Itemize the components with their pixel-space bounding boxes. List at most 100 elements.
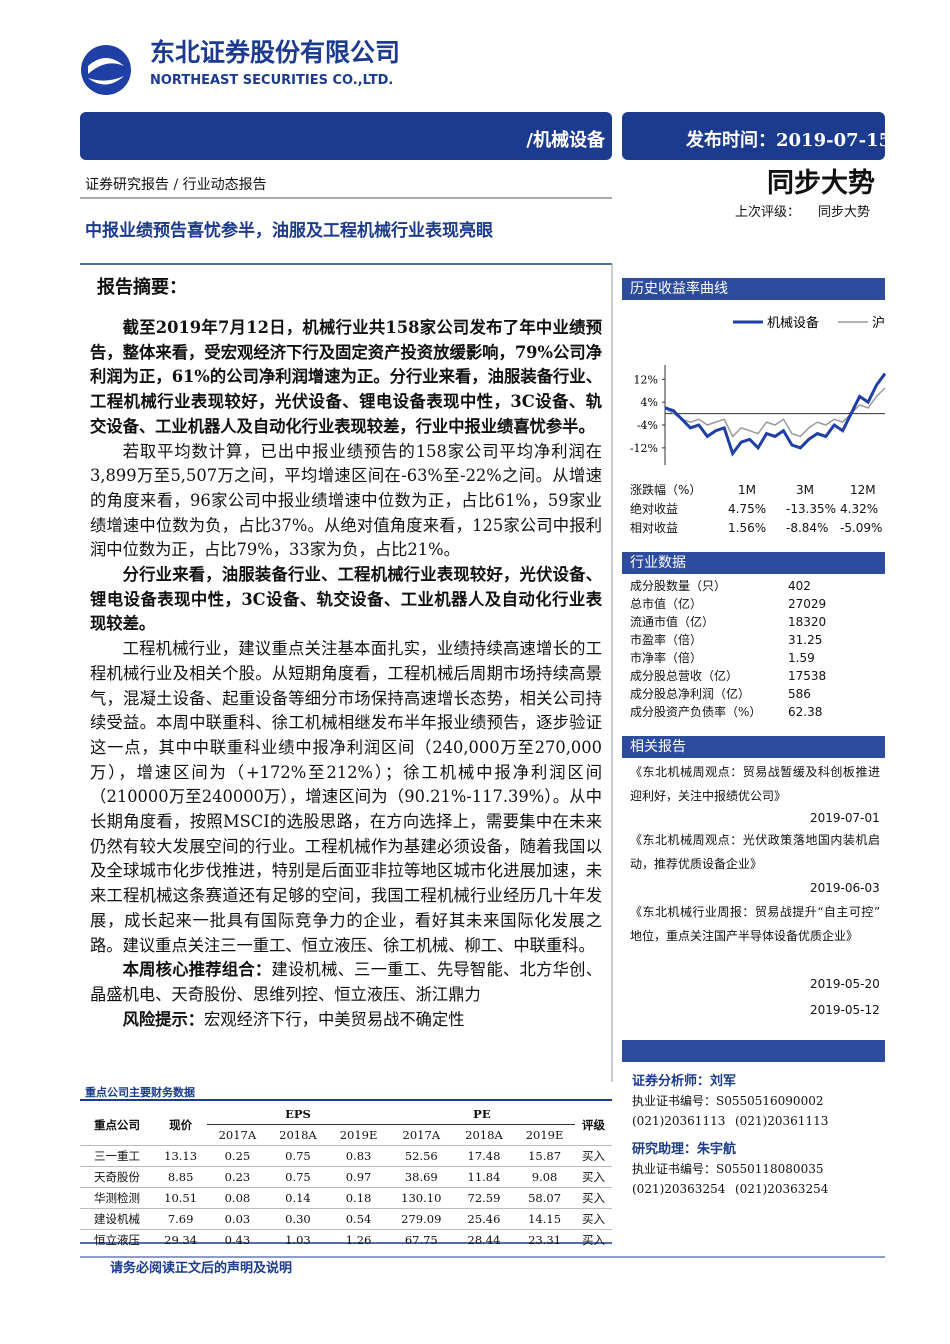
report-title: 中报业绩预告喜忧参半，油服及工程机械行业表现亮眼	[85, 221, 493, 241]
y-tick-label: 12%	[634, 373, 658, 386]
header-cell: 现价	[169, 1117, 193, 1132]
returns-cell: -13.35%	[786, 502, 837, 516]
cell: 买入	[574, 1229, 612, 1250]
cell: 279.09	[388, 1208, 454, 1230]
cell: 130.10	[388, 1187, 454, 1209]
header-cell: 2017A	[218, 1128, 257, 1142]
cell: 0.03	[207, 1208, 268, 1230]
logo-mark	[88, 58, 124, 85]
section-header: 行业数据	[622, 552, 885, 574]
header-cell: 2019E	[339, 1128, 378, 1142]
returns-cell: 4.75%	[728, 502, 767, 516]
y-tick-label: -12%	[630, 442, 658, 455]
bold-text: 本周核心推荐组合：	[122, 960, 272, 980]
cell: 买入	[574, 1166, 612, 1188]
analyst-cert: 执业证书编号：S0550516090002	[632, 1094, 824, 1108]
cell: 0.83	[328, 1145, 389, 1167]
industry-value: 402	[788, 579, 811, 593]
report-date: 2019-05-12	[810, 1003, 880, 1017]
footer: 请务必阅读正文后的声明及说明	[110, 1261, 293, 1276]
report-title: 《东北机械周观点：光伏政策落地国内装机启动，推荐优质设备企业》	[630, 833, 880, 871]
cell: 11.84	[453, 1166, 515, 1188]
logo	[81, 45, 131, 95]
header-cell: 2019E	[525, 1128, 564, 1142]
industry-label: 市盈率（倍）	[630, 633, 703, 647]
cell: 买入	[574, 1187, 612, 1209]
cell: 0.23	[207, 1166, 268, 1188]
banner-left	[80, 112, 612, 160]
cell: 29.34	[154, 1229, 208, 1250]
blue-bar	[622, 1040, 885, 1062]
cell: 恒立液压	[80, 1229, 155, 1250]
banner-right	[622, 112, 885, 160]
returns-cell: 相对收益	[630, 521, 679, 535]
cell: 67.75	[388, 1229, 454, 1250]
paragraph: 若取平均数计算，已出中报业绩预告的158家公司平均净利润在3,899万至5,50…	[90, 440, 602, 564]
summary-body: 截至2019年7月12日，机械行业共158家公司发布了年中业绩预告，整体来看，受…	[90, 316, 602, 1082]
cell: 8.85	[154, 1166, 208, 1188]
paragraph: 分行业来看，油服装备行业、工程机械行业表现较好，光伏设备、锂电设备表现中性，3C…	[90, 563, 602, 637]
industry-value: 17538	[788, 669, 827, 683]
cell: 25.46	[453, 1208, 515, 1230]
cell: 买入	[574, 1208, 612, 1230]
cell: 1.26	[328, 1229, 389, 1250]
industry-value: 31.25	[788, 633, 823, 647]
cell: 58.07	[514, 1187, 575, 1209]
industry-value: 1.59	[788, 651, 815, 665]
section-header: 相关报告	[622, 736, 885, 758]
industry-label: 市净率（倍）	[630, 651, 703, 665]
rating: 同步大势	[767, 168, 875, 199]
return-chart: 12% 4% -4% -12% 机械设备 沪	[630, 315, 887, 465]
publish-date: 发布时间：2019-07-15	[686, 130, 892, 151]
report-date: 2019-07-01	[810, 811, 880, 825]
company-cn: 东北证券股份有限公司	[150, 38, 401, 67]
analyst-phone: (021)20361113	[632, 1114, 726, 1128]
paragraph: 风险提示：宏观经济下行，中美贸易战不确定性	[90, 1008, 602, 1033]
cell: 三一重工	[80, 1145, 155, 1167]
summary-heading: 报告摘要：	[97, 277, 187, 298]
cell: 52.56	[388, 1145, 454, 1167]
analyst-role: 证券分析师：刘军	[632, 1074, 737, 1089]
returns-cell: -8.84%	[786, 521, 829, 535]
cell: 0.43	[207, 1229, 268, 1250]
company-en: NORTHEAST SECURITIES CO.,LTD.	[150, 73, 394, 88]
industry-label: 总市值（亿）	[630, 597, 703, 611]
header-cell: 重点公司	[94, 1117, 141, 1132]
cell: 0.97	[328, 1166, 389, 1188]
cell: 10.51	[154, 1187, 208, 1209]
industry-value: 27029	[788, 597, 827, 611]
analyst-phone: (021)20363254	[632, 1182, 726, 1196]
header-row: 重点公司 现价 EPS PE 评级	[80, 1104, 612, 1132]
cell: 0.14	[267, 1187, 329, 1209]
industry-value: 18320	[788, 615, 827, 629]
cell: 0.54	[328, 1208, 389, 1230]
cell: 38.69	[388, 1166, 454, 1188]
cell: 72.59	[453, 1187, 515, 1209]
table-title: 重点公司主要财务数据	[85, 1086, 195, 1099]
industry-label: 成分股总净利润（亿）	[630, 687, 751, 701]
returns-header: 涨跌幅（%）	[630, 483, 702, 497]
header-cell: 2018A	[279, 1128, 317, 1142]
returns-cell: -5.09%	[840, 521, 883, 535]
cell: 14.15	[514, 1208, 575, 1230]
paragraph: 截至2019年7月12日，机械行业共158家公司发布了年中业绩预告，整体来看，受…	[90, 316, 602, 440]
paragraph: 工程机械行业，建议重点关注基本面扎实，业绩持续高速增长的工程机械行业及相关个股。…	[90, 637, 602, 958]
data-row: 天奇股份 8.85 0.23 0.75 0.97 38.69 11.84 9.08 买入	[80, 1166, 612, 1188]
cell: 9.08	[514, 1166, 575, 1188]
bold-text: 风险提示：	[122, 1009, 205, 1029]
industry-value: 586	[788, 687, 811, 701]
returns-cell: 4.32%	[840, 502, 879, 516]
prev-rating: 同步大势	[818, 205, 871, 220]
section-header: 历史收益率曲线	[622, 278, 885, 300]
returns-header: 3M	[796, 483, 814, 497]
cell: 7.69	[154, 1208, 208, 1230]
header-cell: EPS	[207, 1104, 389, 1125]
report-title: 《东北机械行业周报：贸易战提升“自主可控”地位，重点关注国产半导体设备优质企业》	[630, 905, 880, 943]
bold-text: 截至2019年7月12日，机械行业共158家公司发布了年中业绩预告，整体来看，受…	[90, 318, 602, 436]
bold-text: 分行业来看，油服装备行业、工程机械行业表现较好，光伏设备、锂电设备表现中性，3C…	[90, 565, 602, 634]
cell: 0.30	[267, 1208, 329, 1230]
legend-label: 机械设备	[767, 315, 819, 331]
returns-header: 1M	[738, 483, 756, 497]
